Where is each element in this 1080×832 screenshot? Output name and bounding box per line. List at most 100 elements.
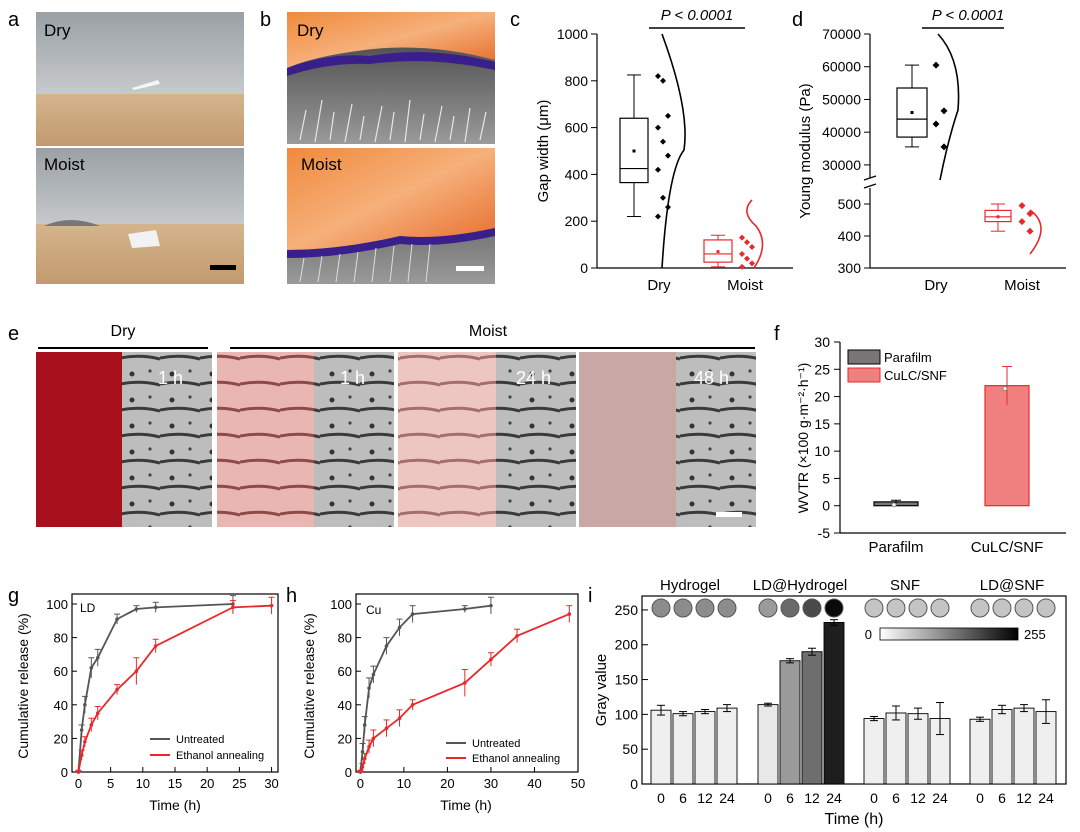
data-point-g xyxy=(83,739,87,744)
colorbar xyxy=(879,627,1019,641)
box-c-mean xyxy=(632,149,636,153)
ytick-f-label: 10 xyxy=(814,443,830,459)
ytick-h-label: 100 xyxy=(330,597,352,612)
header-e-dry: Dry xyxy=(111,323,136,340)
data-point-c xyxy=(749,243,755,250)
micro-3-gray xyxy=(496,352,576,527)
micro-4-pink xyxy=(579,352,679,527)
micro-1-time: 1 h xyxy=(158,368,183,388)
data-point-h xyxy=(360,765,365,769)
data-point-d xyxy=(940,107,948,115)
panel-label-a: a xyxy=(8,9,20,31)
bar-i-hydrogel xyxy=(694,711,716,785)
sample-well xyxy=(886,598,906,618)
panel-e-microscopy: Dry Moist 1 h 1 h 24 h 48 h xyxy=(36,323,756,527)
micro-1-red xyxy=(36,352,126,527)
photo-a-moist-label: Moist xyxy=(44,155,85,174)
data-point-g xyxy=(76,770,81,774)
ytick-f-label: 25 xyxy=(814,361,830,377)
bar-i-ld-hydrogel xyxy=(823,622,845,785)
xtick-i-label: 12 xyxy=(804,790,820,806)
sig-label-c: P < 0.0001 xyxy=(661,7,733,24)
ytick-c-label: 200 xyxy=(565,213,589,229)
ytick-g-label: 100 xyxy=(46,597,68,612)
bar-i-ld-snf xyxy=(1013,707,1035,785)
sample-well xyxy=(864,598,884,618)
scale-bar-a xyxy=(210,265,236,270)
axis-h-ylabel: Cumulative release (%) xyxy=(301,613,317,759)
ytick-f-label: 30 xyxy=(814,334,830,350)
data-point-g xyxy=(83,703,87,707)
data-point-g xyxy=(95,711,100,715)
box-c-dry xyxy=(619,117,649,184)
data-point-f xyxy=(891,502,897,508)
axis-h-xlabel: Time (h) xyxy=(440,797,492,813)
data-point-g xyxy=(79,728,84,732)
data-point-h xyxy=(410,612,415,616)
colorbar-min: 0 xyxy=(865,627,872,642)
box-d-mean xyxy=(996,215,1000,219)
axis-f-ylabel: WVTR (×100 g·m⁻²·h⁻¹) xyxy=(795,363,811,514)
micro-2-pink xyxy=(217,352,317,527)
group-label-snf: SNF xyxy=(890,577,920,594)
scale-bar-e xyxy=(716,512,742,517)
frame-i xyxy=(641,595,1067,785)
data-point-c xyxy=(749,260,755,267)
scale-bar-b xyxy=(456,266,484,271)
series-g-untreated xyxy=(77,603,233,773)
sample-well xyxy=(780,598,800,618)
ytick-h-label: 80 xyxy=(338,631,352,646)
data-point-c xyxy=(660,138,666,145)
ytick-c-label: 600 xyxy=(565,120,589,136)
panel-f-bar-chart: -5 0 5 10 15 20 25 30 WVTR (×100 g·m⁻²·h⁻¹) Par… xyxy=(795,334,1066,556)
ytick-h-label: 40 xyxy=(338,698,352,713)
data-point-g xyxy=(95,655,100,660)
data-point-d xyxy=(940,143,948,151)
sem-b-dry-film xyxy=(287,12,495,68)
ytick-i-label: 100 xyxy=(615,706,639,722)
bar-i-ld-hydrogel xyxy=(757,704,779,785)
data-point-g xyxy=(231,605,235,610)
box-d-dry xyxy=(896,87,928,138)
xtick-i-label: 6 xyxy=(679,790,687,806)
data-point-h xyxy=(384,644,389,648)
data-point-h xyxy=(463,607,467,611)
micro-3-time: 24 h xyxy=(516,368,551,388)
panel-label-h: h xyxy=(286,585,297,607)
legend-h-ethanol: Ethanol annealing xyxy=(472,753,560,765)
panel-d-box-chart: 30000 40000 50000 60000 70000 300 400 500 Young… xyxy=(797,7,1066,294)
data-point-h xyxy=(362,756,367,761)
data-point-h xyxy=(463,681,467,685)
ytick-d-label: 30000 xyxy=(822,157,861,173)
data-point-g xyxy=(89,666,94,670)
ytick-f-label: 20 xyxy=(814,389,830,405)
ytick-c-label: 1000 xyxy=(557,26,588,42)
data-point-h xyxy=(489,603,493,608)
box-c-moist xyxy=(703,239,733,263)
photo-a-moist-film xyxy=(128,230,160,248)
ytick-g-label: 20 xyxy=(54,731,68,746)
data-point-h xyxy=(367,686,371,690)
ytick-g-label: 0 xyxy=(61,765,68,780)
data-point-h xyxy=(362,723,367,727)
bar-i-hydrogel xyxy=(650,709,672,785)
xtick-i-label: 24 xyxy=(826,790,842,806)
group-label-ld-snf: LD@SNF xyxy=(980,577,1044,594)
data-point-g xyxy=(89,723,94,727)
xtick-d-moist: Moist xyxy=(1004,277,1041,294)
box-d-moist xyxy=(984,209,1012,223)
photo-a-moist-wall xyxy=(36,148,244,228)
data-point-h xyxy=(515,634,519,638)
sem-b-moist-layer xyxy=(287,228,495,258)
data-point-c xyxy=(655,124,661,131)
data-point-d xyxy=(1018,218,1026,226)
panel-label-b: b xyxy=(260,9,271,31)
legend-g-untreated: Untreated xyxy=(176,734,224,746)
ytick-i-label: 0 xyxy=(630,776,638,792)
box-c-mean xyxy=(716,250,720,254)
ytick-h-label: 60 xyxy=(338,664,352,679)
sample-well xyxy=(651,598,671,618)
ytick-d-label: 70000 xyxy=(822,26,861,42)
legend-h-untreated: Untreated xyxy=(472,738,520,750)
data-point-g xyxy=(115,617,119,621)
